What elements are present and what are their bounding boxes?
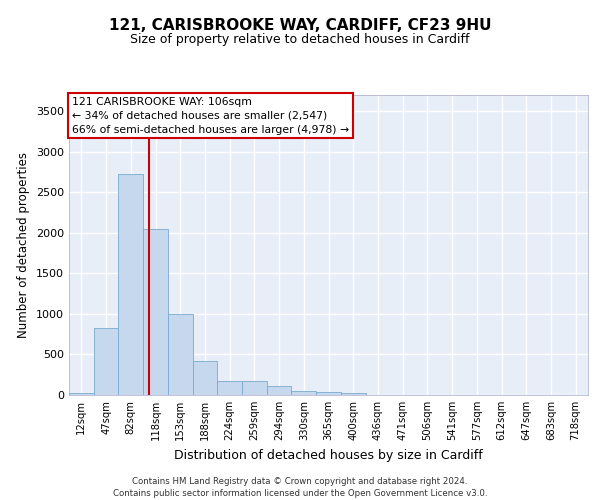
Bar [168, 314, 193, 395]
Bar [217, 381, 242, 395]
Bar [143, 229, 168, 395]
Bar [267, 386, 292, 395]
Bar [242, 381, 267, 395]
Bar [118, 174, 143, 395]
Bar [69, 392, 94, 395]
Bar [341, 393, 365, 395]
Bar [94, 328, 118, 395]
Text: 121, CARISBROOKE WAY, CARDIFF, CF23 9HU: 121, CARISBROOKE WAY, CARDIFF, CF23 9HU [109, 18, 491, 32]
Bar [193, 361, 217, 395]
Bar [316, 392, 341, 395]
X-axis label: Distribution of detached houses by size in Cardiff: Distribution of detached houses by size … [174, 448, 483, 462]
Text: 121 CARISBROOKE WAY: 106sqm
← 34% of detached houses are smaller (2,547)
66% of : 121 CARISBROOKE WAY: 106sqm ← 34% of det… [71, 96, 349, 134]
Bar [292, 391, 316, 395]
Y-axis label: Number of detached properties: Number of detached properties [17, 152, 31, 338]
Text: Contains HM Land Registry data © Crown copyright and database right 2024.
Contai: Contains HM Land Registry data © Crown c… [113, 476, 487, 498]
Text: Size of property relative to detached houses in Cardiff: Size of property relative to detached ho… [130, 32, 470, 46]
